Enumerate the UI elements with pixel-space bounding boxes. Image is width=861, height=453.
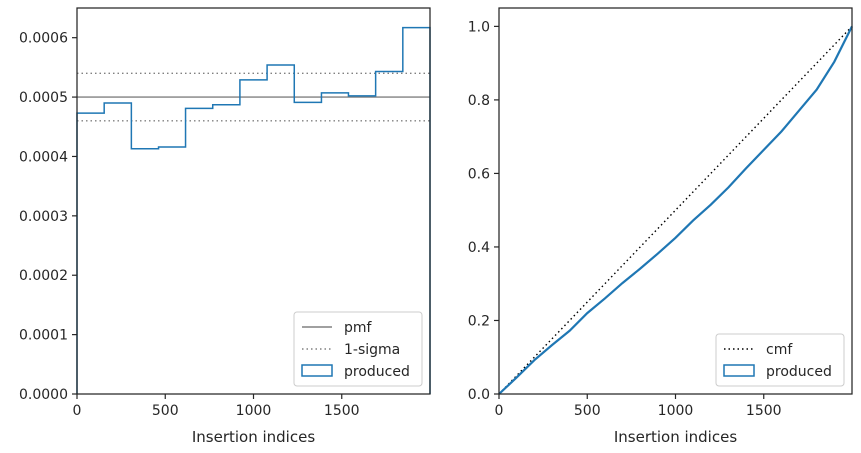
y-tick-label: 0.0006 [19, 31, 68, 47]
histogram-ticks: 0 500 1000 1500 0.0000 0.0001 0.0002 0.0003 0.00… [19, 31, 360, 419]
cumulative-x-axis-label: Insertion indices [614, 428, 737, 446]
legend-label-1-sigma: 1-sigma [344, 342, 400, 358]
x-tick-label: 0 [73, 403, 82, 419]
histogram-x-axis-label: Insertion indices [192, 428, 315, 446]
histogram-plot-area [76, 26, 431, 394]
x-tick-label: 1000 [236, 403, 272, 419]
y-tick-label: 0.0001 [19, 328, 68, 344]
legend-frame [715, 333, 845, 387]
x-tick-label: 0 [495, 403, 504, 419]
legend-handle-produced [723, 364, 755, 377]
cumulative-panel: 0 500 1000 1500 0.0 0.2 0.4 0.6 0.8 1.0 Insertion… [468, 7, 853, 446]
y-tick-label: 0.0 [468, 387, 490, 403]
x-tick-label: 500 [574, 403, 601, 419]
x-tick-label: 1000 [658, 403, 694, 419]
y-tick-label: 0.0000 [19, 387, 68, 403]
y-tick-label: 0.0002 [19, 268, 68, 284]
x-tick-label: 1500 [746, 403, 782, 419]
legend-label-produced: produced [344, 364, 410, 380]
y-tick-label: 0.0005 [19, 90, 68, 106]
y-tick-label: 0.0004 [19, 149, 68, 165]
y-tick-label: 0.6 [468, 166, 490, 182]
y-tick-label: 0.8 [468, 93, 490, 109]
cumulative-ticks: 0 500 1000 1500 0.0 0.2 0.4 0.6 0.8 1.0 [468, 19, 782, 419]
y-tick-label: 0.4 [468, 240, 490, 256]
x-tick-label: 1500 [324, 403, 360, 419]
series-line-produced [498, 25, 853, 395]
legend-handle-produced [301, 364, 333, 377]
legend-label-pmf: pmf [344, 320, 373, 336]
cumulative-plot-area [498, 25, 853, 395]
legend-label-cmf: cmf [766, 342, 793, 358]
y-tick-label: 0.0003 [19, 209, 68, 225]
y-tick-label: 1.0 [468, 19, 490, 35]
histogram-panel: 0 500 1000 1500 0.0000 0.0001 0.0002 0.0003 0.00… [19, 7, 431, 446]
y-tick-label: 0.2 [468, 313, 490, 329]
legend-label-produced: produced [766, 364, 832, 380]
histogram-legend: pmf 1-sigma produced [293, 311, 423, 387]
x-tick-label: 500 [152, 403, 179, 419]
legend-frame [293, 311, 423, 387]
histogram-step-produced [76, 26, 431, 394]
cumulative-legend: cmf produced [715, 333, 845, 387]
